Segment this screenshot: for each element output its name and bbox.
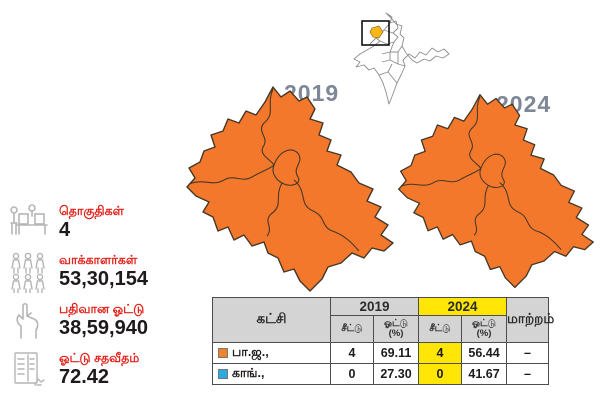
congress-seats-2019: 0 <box>330 363 374 385</box>
change-column-header: மாற்றம் <box>506 297 554 343</box>
polling-booth-icon <box>6 201 50 245</box>
stat-label: வாக்காளர்கள் <box>59 252 138 267</box>
results-table: கட்சி 2019 2024 மாற்றம் சீட்டு ஓட்டு (%) … <box>212 297 554 385</box>
congress-votes-2019: 27.30 <box>372 363 420 385</box>
seats-2024-header: சீட்டு <box>418 315 463 343</box>
seats-2019-header: சீட்டு <box>330 315 374 343</box>
stat-value: 72.42 <box>59 366 110 389</box>
stat-constituencies: தொகுதிகள் 4 <box>6 199 196 247</box>
stats-panel: தொகுதிகள் 4 வாக்காளர்கள் 53,30,154 <box>6 199 196 395</box>
bjp-change: – <box>506 342 550 364</box>
voters-group-icon <box>6 250 50 294</box>
table-row-congress: காங்., 0 27.30 0 41.67 – <box>212 363 550 385</box>
congress-seats-2024: 0 <box>418 363 463 385</box>
bjp-seats-2024: 4 <box>418 342 463 364</box>
congress-color-swatch <box>218 368 228 379</box>
bjp-seats-2019: 4 <box>330 342 374 364</box>
bjp-votes-2024: 56.44 <box>461 342 508 364</box>
stat-label: தொகுதிகள் <box>59 203 124 218</box>
voting-hand-icon <box>6 299 50 343</box>
party-name-cell: பா.ஜ., <box>212 342 331 364</box>
stat-votes-polled: பதிவான ஓட்டு 38,59,940 <box>6 297 196 345</box>
votes-2024-header: ஓட்டு (%) <box>461 315 508 343</box>
year-2024-header: 2024 <box>418 297 508 316</box>
stat-value: 38,59,940 <box>59 317 148 340</box>
india-outline-icon <box>353 12 450 105</box>
bjp-votes-2019: 69.11 <box>372 342 420 364</box>
party-name-cell: காங்., <box>212 363 331 385</box>
stat-value: 53,30,154 <box>59 268 148 291</box>
stat-label: ஓட்டு சதவீதம் <box>59 350 140 365</box>
party-column-header: கட்சி <box>212 297 331 343</box>
stat-label: பதிவான ஓட்டு <box>59 301 145 316</box>
congress-votes-2024: 41.67 <box>461 363 508 385</box>
votes-2019-header: ஓட்டு (%) <box>372 315 420 343</box>
india-locator-map <box>346 8 458 112</box>
locator-box <box>361 20 390 46</box>
state-map-2019 <box>186 86 394 292</box>
ballot-list-icon <box>6 348 50 392</box>
state-map-2024 <box>398 94 594 289</box>
stat-value: 4 <box>59 219 71 242</box>
stat-voters: வாக்காளர்கள் 53,30,154 <box>6 248 196 296</box>
table-row-bjp: பா.ஜ., 4 69.11 4 56.44 – <box>212 342 550 364</box>
year-2019-header: 2019 <box>329 297 420 316</box>
highlighted-state-shape <box>369 25 384 39</box>
stat-turnout: ஓட்டு சதவீதம் 72.42 <box>6 346 196 394</box>
congress-change: – <box>506 363 550 385</box>
bjp-color-swatch <box>218 347 228 358</box>
